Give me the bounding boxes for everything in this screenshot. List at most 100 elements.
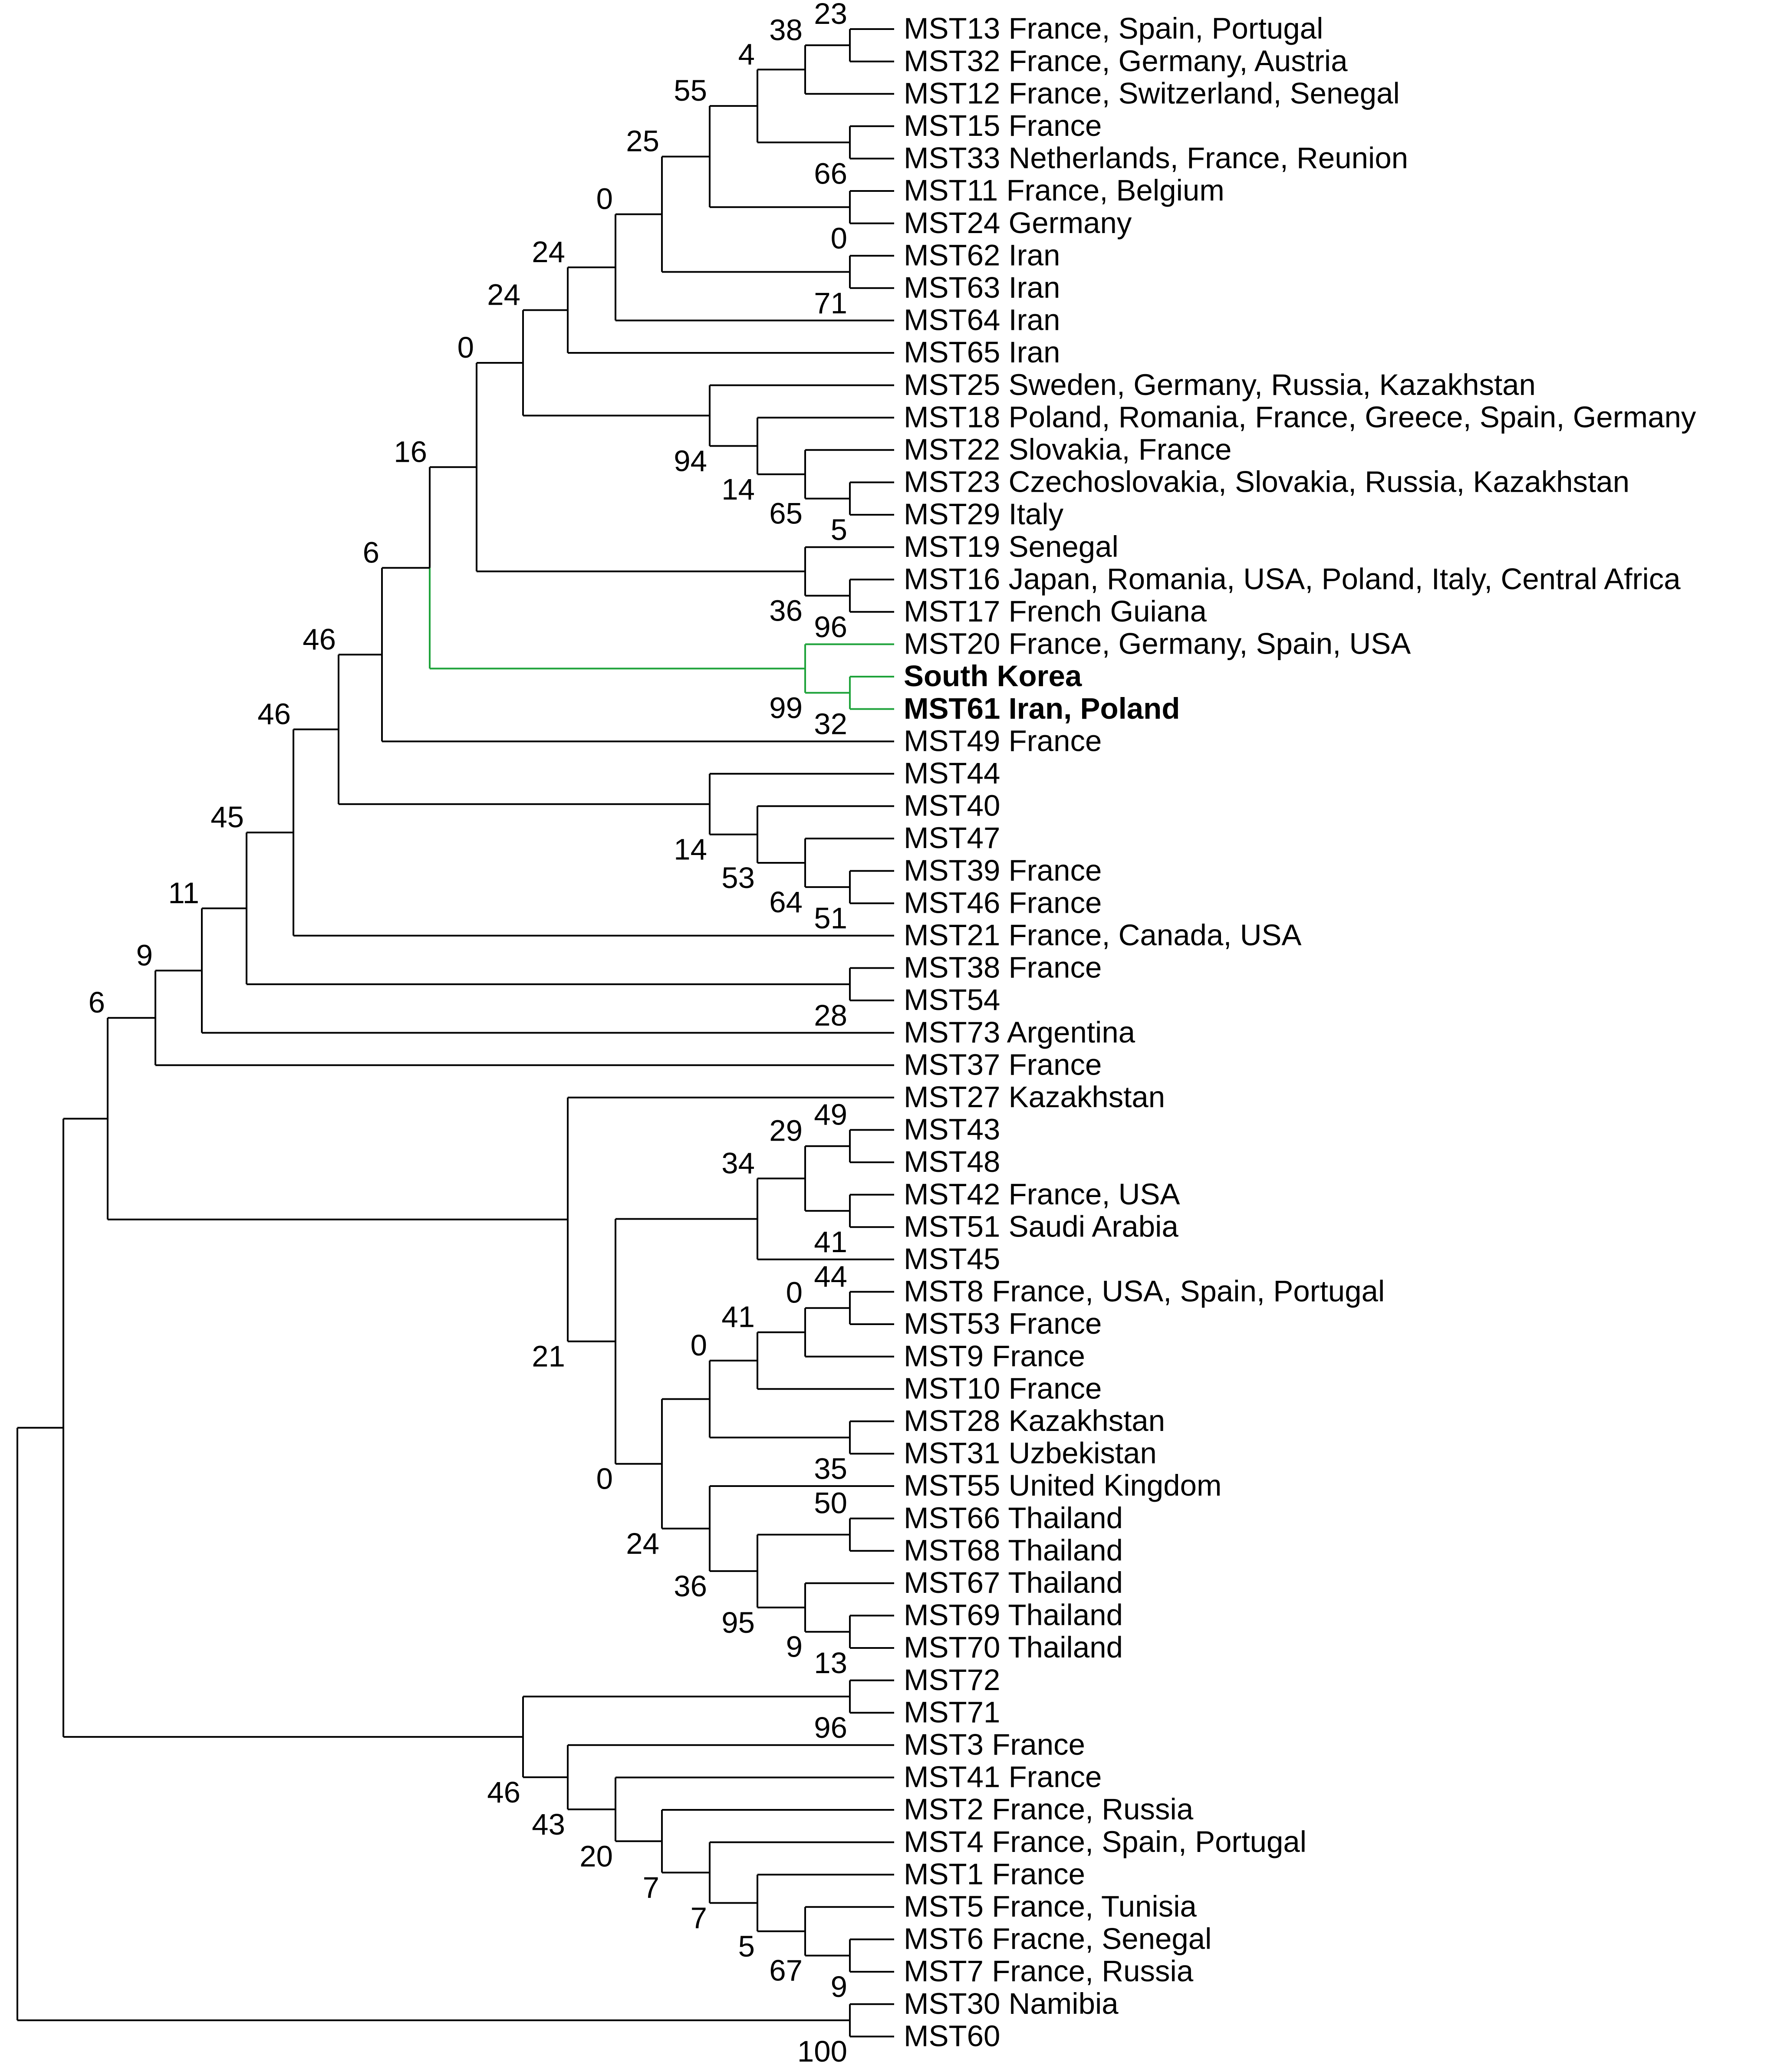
support-value-n96b: 96 [814, 1711, 847, 1744]
tip-label-mst46: MST46 France [904, 886, 1102, 919]
tip-label-mst33: MST33 Netherlands, France, Reunion [904, 141, 1408, 175]
tip-label-mst45: MST45 [904, 1242, 1000, 1276]
support-value-n41a: 41 [814, 1225, 847, 1259]
tip-label-mst63: MST63 Iran [904, 271, 1060, 304]
support-value-n25: 25 [626, 125, 659, 158]
support-value-n46b: 46 [257, 697, 291, 730]
support-value-n46a: 46 [303, 622, 336, 656]
tip-label-mst60: MST60 [904, 2019, 1000, 2052]
tip-label-mst11: MST11 France, Belgium [904, 174, 1224, 207]
tip-label-mst8: MST8 France, USA, Spain, Portugal [904, 1275, 1385, 1308]
support-value-n9a: 9 [136, 938, 153, 972]
support-value-n38: 38 [769, 13, 803, 46]
tip-label-mst72: MST72 [904, 1663, 1000, 1697]
bootstrap-support-values: 2338664055712502456514942496360329916651… [89, 0, 847, 2068]
support-value-n0d: 0 [786, 1276, 803, 1309]
tip-label-mst28: MST28 Kazakhstan [904, 1404, 1165, 1437]
support-value-n36a: 36 [769, 594, 803, 628]
support-value-n16: 16 [394, 435, 427, 468]
support-value-n53: 53 [721, 861, 755, 895]
tip-label-mst30: MST30 Namibia [904, 1987, 1119, 2020]
support-value-n0a: 0 [831, 222, 847, 255]
tip-label-mst15: MST15 France [904, 109, 1102, 142]
tip-label-mst22: MST22 Slovakia, France [904, 433, 1231, 466]
tip-label-mst31: MST31 Uzbekistan [904, 1437, 1157, 1470]
tip-label-mst66: MST66 Thailand [904, 1501, 1123, 1535]
support-value-n24a: 24 [532, 235, 565, 269]
tip-label-mst1: MST1 France [904, 1857, 1085, 1891]
tip-label-mst20: MST20 France, Germany, Spain, USA [904, 627, 1411, 661]
support-value-n0b: 0 [596, 182, 613, 216]
support-value-n0f: 0 [596, 1462, 613, 1496]
support-value-n28: 28 [814, 999, 847, 1032]
tip-label-mst23: MST23 Czechoslovakia, Slovakia, Russia, … [904, 465, 1629, 499]
tip-label-sk: South Korea [904, 659, 1082, 693]
tip-label-mst12: MST12 France, Switzerland, Senegal [904, 76, 1400, 110]
support-value-n36b: 36 [674, 1569, 707, 1603]
support-value-n14a: 14 [721, 473, 755, 506]
tip-label-mst47: MST47 [904, 821, 1000, 855]
support-value-n24b: 24 [487, 278, 520, 312]
tip-label-mst70: MST70 Thailand [904, 1631, 1123, 1664]
support-value-n65: 65 [769, 497, 803, 530]
support-value-n71: 71 [814, 286, 847, 320]
tip-label-mst42: MST42 France, USA [904, 1177, 1180, 1211]
support-value-n21: 21 [532, 1340, 565, 1373]
tip-label-mst2: MST2 France, Russia [904, 1792, 1194, 1826]
tip-label-mst65: MST65 Iran [904, 335, 1060, 369]
support-value-n13: 13 [814, 1646, 847, 1680]
tip-label-mst5: MST5 France, Tunisia [904, 1890, 1197, 1923]
tip-label-mst27: MST27 Kazakhstan [904, 1080, 1165, 1114]
support-value-n11: 11 [168, 876, 199, 910]
tip-label-mst7: MST7 France, Russia [904, 1954, 1194, 1988]
tip-label-mst18: MST18 Poland, Romania, France, Greece, S… [904, 400, 1696, 434]
support-value-n5: 5 [831, 513, 847, 546]
tip-label-mst54: MST54 [904, 983, 1000, 1016]
tip-label-mst21: MST21 France, Canada, USA [904, 918, 1302, 952]
support-value-n6a: 6 [363, 536, 379, 569]
tip-label-mst6: MST6 Fracne, Senegal [904, 1922, 1212, 1956]
tip-label-mst67: MST67 Thailand [904, 1566, 1123, 1599]
support-value-n5b: 5 [738, 1930, 755, 1963]
support-value-n9b: 9 [786, 1630, 803, 1664]
tip-label-mst41: MST41 France [904, 1760, 1102, 1794]
support-value-n9c: 9 [831, 1970, 847, 2003]
support-value-n50: 50 [814, 1487, 847, 1520]
tip-label-mst71: MST71 [904, 1695, 1000, 1729]
tip-label-mst51: MST51 Saudi Arabia [904, 1210, 1178, 1243]
tip-label-mst43: MST43 [904, 1113, 1000, 1146]
support-value-n96a: 96 [814, 610, 847, 644]
support-value-n7a: 7 [691, 1901, 707, 1934]
tip-label-mst64: MST64 Iran [904, 303, 1060, 337]
tip-label-mst16: MST16 Japan, Romania, USA, Poland, Italy… [904, 562, 1681, 595]
support-value-n43: 43 [532, 1808, 565, 1841]
tip-label-mst40: MST40 [904, 789, 1000, 822]
tip-label-mst37: MST37 France [904, 1048, 1102, 1081]
support-value-n34: 34 [721, 1146, 755, 1180]
support-value-n99: 99 [769, 691, 803, 724]
tip-label-mst48: MST48 [904, 1145, 1000, 1178]
tip-label-mst53: MST53 France [904, 1307, 1102, 1340]
tree-branches [16, 28, 894, 2038]
support-value-n14b: 14 [674, 833, 707, 866]
tip-label-mst62: MST62 Iran [904, 238, 1060, 272]
tip-label-mst19: MST19 Senegal [904, 530, 1119, 563]
tip-label-mst9: MST9 France [904, 1339, 1085, 1373]
tip-label-mst39: MST39 France [904, 854, 1102, 887]
tip-label-mst29: MST29 Italy [904, 497, 1064, 531]
support-value-n46c: 46 [487, 1776, 520, 1809]
support-value-n29: 29 [769, 1114, 803, 1148]
tip-label-mst68: MST68 Thailand [904, 1533, 1123, 1567]
support-value-n44: 44 [814, 1260, 847, 1293]
tip-label-mst38: MST38 France [904, 951, 1102, 984]
support-value-n49: 49 [814, 1098, 847, 1131]
tip-label-mst4: MST4 France, Spain, Portugal [904, 1825, 1306, 1858]
support-value-n51: 51 [814, 901, 847, 935]
tip-label-mst13: MST13 France, Spain, Portugal [904, 12, 1323, 45]
tip-label-mst25: MST25 Sweden, Germany, Russia, Kazakhsta… [904, 368, 1536, 401]
support-value-n94: 94 [674, 444, 707, 477]
support-value-n67: 67 [769, 1954, 803, 1987]
support-value-n32: 32 [814, 707, 847, 741]
support-value-n55: 55 [674, 74, 707, 107]
tip-label-mst3: MST3 France [904, 1728, 1085, 1761]
